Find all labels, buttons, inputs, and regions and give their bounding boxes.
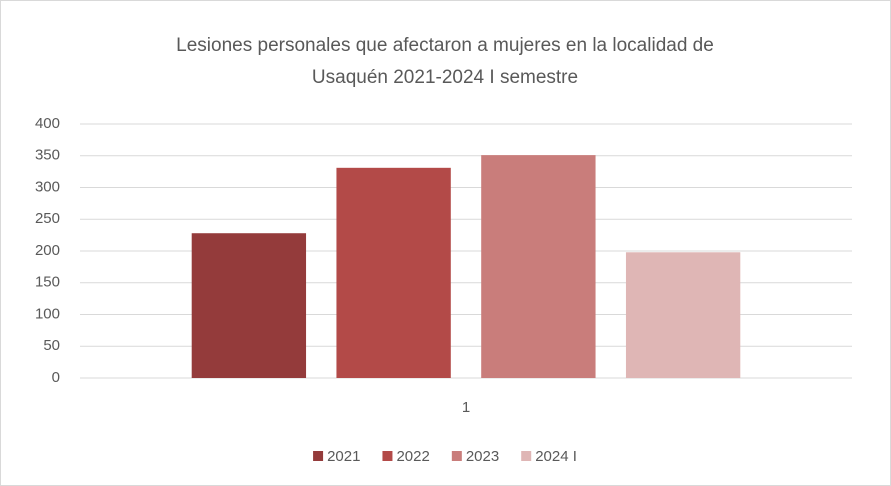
legend-label: 2021: [327, 448, 360, 465]
legend-label: 2023: [466, 448, 499, 465]
y-tick-label: 200: [35, 242, 60, 259]
legend-swatch: [382, 451, 393, 461]
legend-swatch: [313, 451, 324, 461]
bar: [481, 155, 596, 378]
bar: [336, 167, 451, 378]
legend-label: 2024 I: [535, 448, 577, 465]
x-tick-label: 1: [462, 399, 470, 416]
bar: [191, 233, 307, 378]
chart-title: Usaquén 2021-2024 I semestre: [312, 67, 578, 88]
y-tick-label: 350: [35, 147, 60, 164]
y-tick-label: 0: [52, 369, 60, 386]
bar: [625, 252, 741, 378]
chart-title: Lesiones personales que afectaron a muje…: [176, 35, 714, 56]
y-tick-label: 400: [35, 115, 60, 132]
y-tick-label: 250: [35, 210, 60, 227]
legend-swatch: [451, 451, 462, 461]
y-tick-label: 150: [35, 274, 60, 291]
y-tick-label: 50: [43, 337, 60, 354]
y-tick-label: 100: [35, 305, 60, 322]
legend-swatch: [521, 451, 532, 461]
y-tick-label: 300: [35, 178, 60, 195]
legend: 2021 2022 2023 2024 I: [313, 448, 577, 465]
legend-label: 2022: [396, 448, 429, 465]
